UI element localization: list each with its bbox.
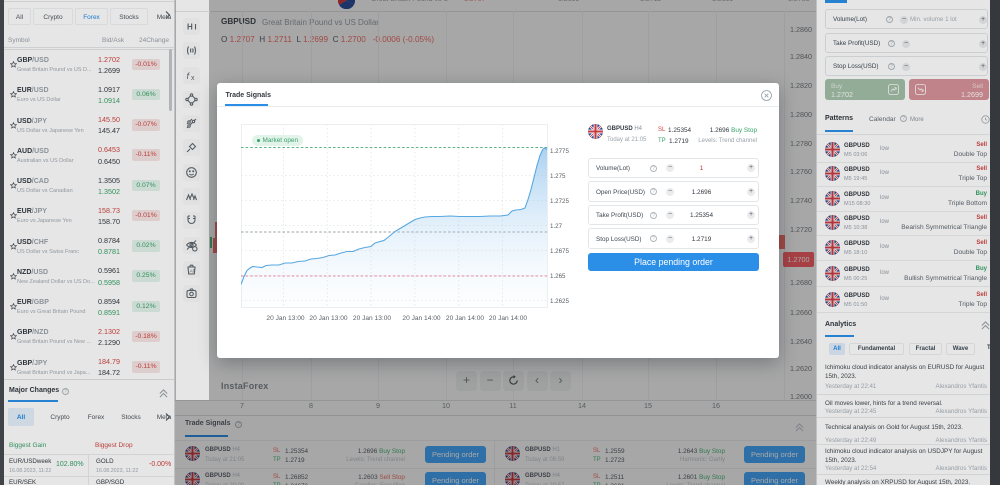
svg-text:H: H [187, 22, 193, 31]
svg-text:f: f [186, 71, 190, 81]
svg-text:x: x [191, 75, 195, 82]
svg-text:All: All [189, 268, 194, 273]
